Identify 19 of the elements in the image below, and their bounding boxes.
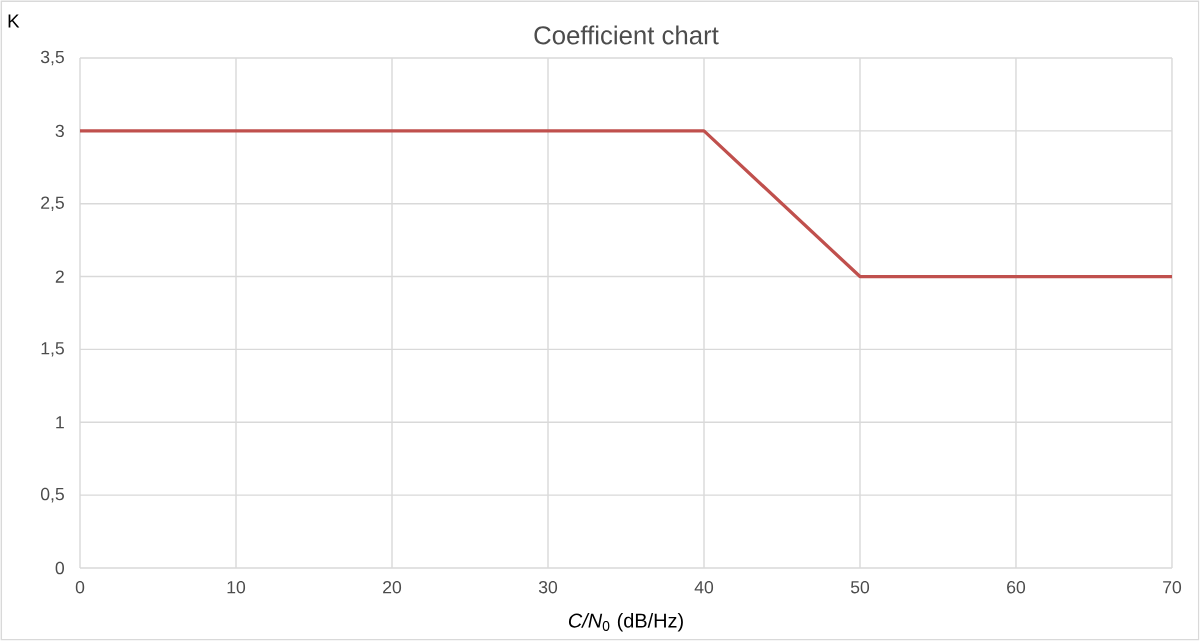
x-tick-label: 40 (694, 580, 714, 594)
chart-title: Coefficient chart (534, 25, 719, 45)
y-axis-title: K (8, 14, 20, 28)
x-tick-label: 10 (227, 580, 246, 594)
x-tick-label: 30 (538, 580, 558, 594)
y-tick-label: 1 (56, 416, 64, 429)
x-tick-label: 0 (75, 580, 85, 594)
y-tick-label: 0 (55, 561, 64, 575)
y-tick-label: 2,5 (41, 196, 64, 211)
y-tick-label: 3 (55, 124, 64, 138)
x-tick-label: 20 (383, 580, 402, 594)
y-tick-label: 2 (55, 270, 64, 283)
x-axis-title: C/N$_{0}$ (dB/Hz) (568, 613, 683, 632)
y-tick-label: 0,5 (40, 487, 64, 503)
y-tick-label: 3,5 (40, 50, 64, 66)
y-tick-label: 1,5 (41, 342, 64, 357)
x-tick-label: 70 (1163, 580, 1182, 594)
x-tick-label: 50 (850, 580, 870, 594)
x-tick-label: 60 (1007, 580, 1026, 594)
